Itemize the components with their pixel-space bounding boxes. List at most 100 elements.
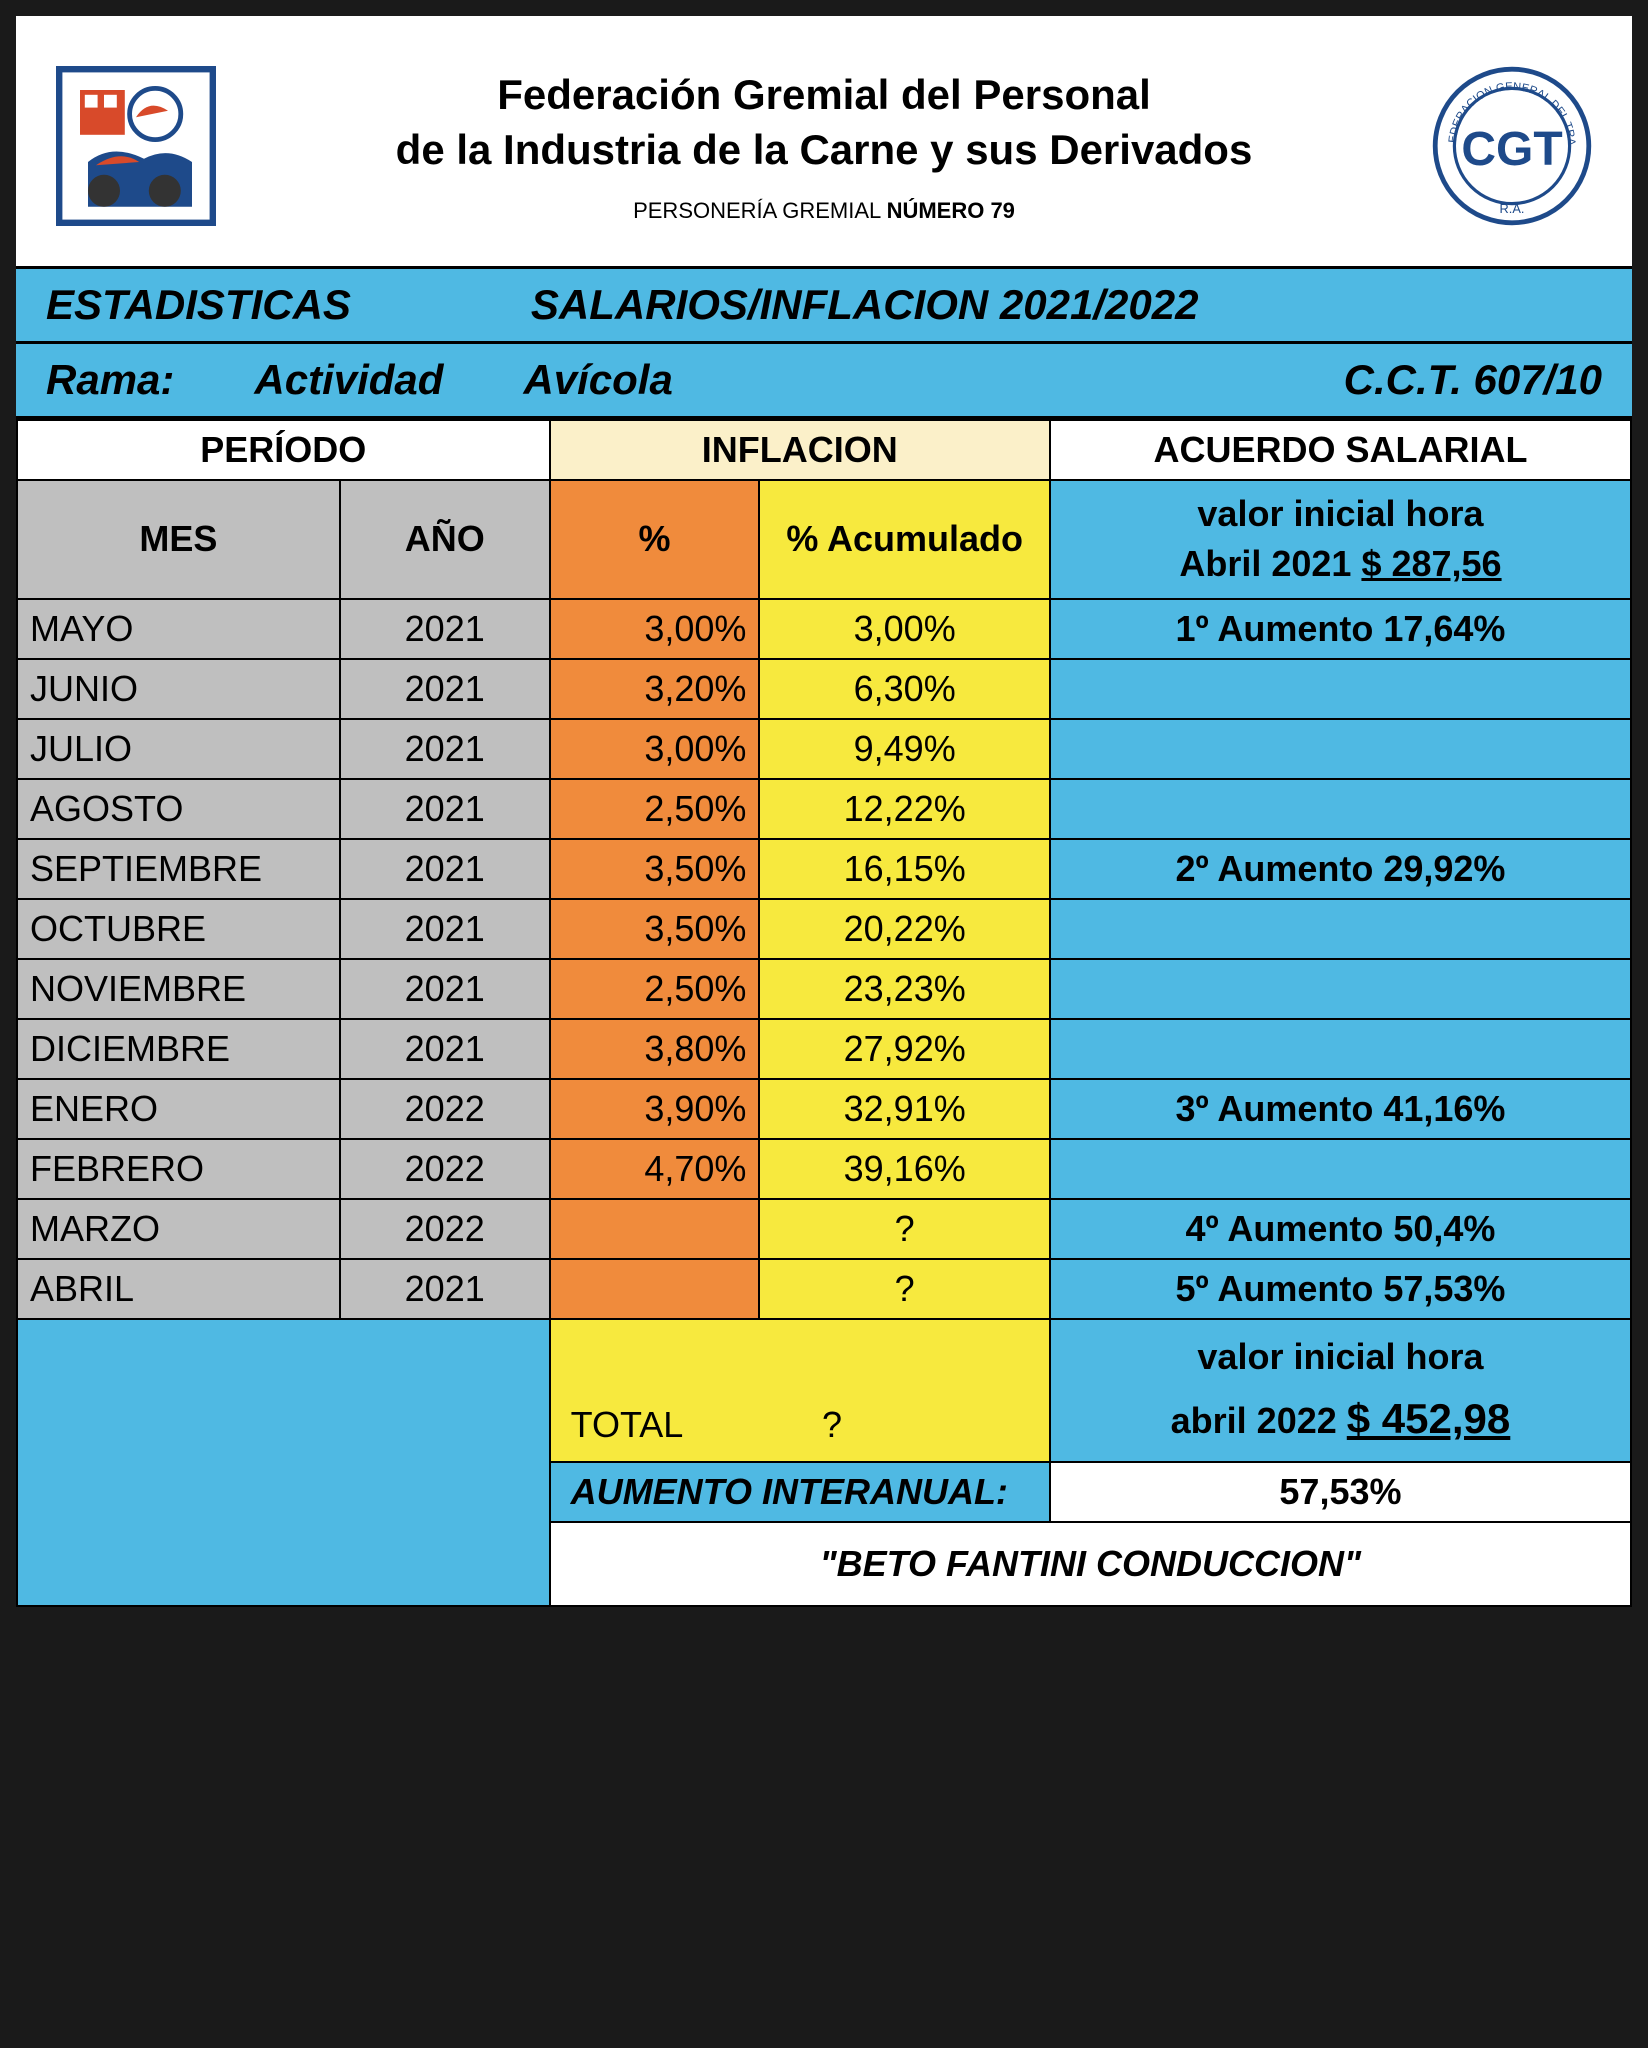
valor-final-line1: valor inicial hora: [1197, 1336, 1483, 1377]
org-title-line1: Federación Gremial del Personal: [497, 71, 1151, 118]
cell-acuerdo: 4º Aumento 50,4%: [1050, 1199, 1631, 1259]
cell-pct: 3,50%: [550, 899, 760, 959]
cell-pct: 4,70%: [550, 1139, 760, 1199]
valor-inicial-line1: valor inicial hora: [1197, 493, 1483, 534]
cell-pct: 2,50%: [550, 779, 760, 839]
total-value: ?: [822, 1404, 842, 1445]
cell-mes: MAYO: [17, 599, 340, 659]
table-row: FEBRERO20224,70%39,16%: [17, 1139, 1631, 1199]
table-row: JULIO20213,00%9,49%: [17, 719, 1631, 779]
table-row: ABRIL2021?5º Aumento 57,53%: [17, 1259, 1631, 1319]
cell-mes: JULIO: [17, 719, 340, 779]
cell-acuerdo: [1050, 1019, 1631, 1079]
cell-acuerdo: 2º Aumento 29,92%: [1050, 839, 1631, 899]
cell-acum: 39,16%: [759, 1139, 1050, 1199]
valor-final-cell: valor inicial hora abril 2022 $ 452,98: [1050, 1319, 1631, 1462]
footer-blank: [17, 1319, 550, 1606]
cell-mes: MARZO: [17, 1199, 340, 1259]
valor-final-money: $ 452,98: [1347, 1395, 1511, 1442]
col-subheader-ano: AÑO: [340, 480, 550, 599]
cell-ano: 2021: [340, 1019, 550, 1079]
title-bar-statistics: ESTADISTICAS SALARIOS/INFLACION 2021/202…: [16, 269, 1632, 344]
table-row: JUNIO20213,20%6,30%: [17, 659, 1631, 719]
col-header-acuerdo: ACUERDO SALARIAL: [1050, 420, 1631, 480]
col-subheader-mes: MES: [17, 480, 340, 599]
valor-inicial-top: valor inicial hora Abril 2021 $ 287,56: [1050, 480, 1631, 599]
interanual-value: 57,53%: [1050, 1462, 1631, 1522]
cell-pct: 3,50%: [550, 839, 760, 899]
col-subheader-pct: %: [550, 480, 760, 599]
cell-pct: 3,80%: [550, 1019, 760, 1079]
cell-acuerdo: [1050, 1139, 1631, 1199]
cell-mes: ENERO: [17, 1079, 340, 1139]
cell-pct: 3,20%: [550, 659, 760, 719]
org-title-line2: de la Industria de la Carne y sus Deriva…: [396, 126, 1253, 173]
cell-ano: 2021: [340, 779, 550, 839]
total-label: TOTAL: [571, 1404, 682, 1445]
cell-acum: 23,23%: [759, 959, 1050, 1019]
cell-acum: ?: [759, 1199, 1050, 1259]
document-page: Federación Gremial del Personal de la In…: [0, 0, 1648, 1623]
personeria-prefix: PERSONERÍA GREMIAL: [633, 198, 886, 223]
header: Federación Gremial del Personal de la In…: [16, 16, 1632, 269]
table-row: NOVIEMBRE20212,50%23,23%: [17, 959, 1631, 1019]
cell-pct: 2,50%: [550, 959, 760, 1019]
label-salarios-inflacion: SALARIOS/INFLACION 2021/2022: [531, 281, 1199, 329]
cell-acum: 12,22%: [759, 779, 1050, 839]
label-estadisticas: ESTADISTICAS: [46, 281, 351, 329]
cell-acuerdo: [1050, 659, 1631, 719]
table-row: MAYO20213,00%3,00%1º Aumento 17,64%: [17, 599, 1631, 659]
label-cct: C.C.T. 607/10: [1344, 356, 1602, 404]
header-row-2: MES AÑO % % Acumulado valor inicial hora…: [17, 480, 1631, 599]
cell-ano: 2021: [340, 1259, 550, 1319]
col-header-periodo: PERÍODO: [17, 420, 550, 480]
valor-inicial-line2-prefix: Abril 2021: [1179, 543, 1361, 584]
cell-acum: 16,15%: [759, 839, 1050, 899]
total-cell: TOTAL ?: [550, 1319, 1050, 1462]
cell-acuerdo: [1050, 779, 1631, 839]
personeria-number: NÚMERO 79: [887, 198, 1015, 223]
valor-inicial-money: $ 287,56: [1361, 543, 1501, 584]
cell-pct: [550, 1259, 760, 1319]
salary-inflation-table: PERÍODO INFLACION ACUERDO SALARIAL MES A…: [16, 419, 1632, 1607]
table-row: DICIEMBRE20213,80%27,92%: [17, 1019, 1631, 1079]
cell-mes: FEBRERO: [17, 1139, 340, 1199]
svg-text:CGT: CGT: [1461, 123, 1562, 176]
cell-acuerdo: [1050, 899, 1631, 959]
table-row: AGOSTO20212,50%12,22%: [17, 779, 1631, 839]
cell-acum: 20,22%: [759, 899, 1050, 959]
col-subheader-acum: % Acumulado: [759, 480, 1050, 599]
cell-ano: 2021: [340, 599, 550, 659]
label-avicola: Avícola: [523, 356, 672, 404]
cgt-logo-right: CGT CONFEDERACION GENERAL DEL TRABAJO R.…: [1422, 56, 1602, 236]
cell-ano: 2022: [340, 1199, 550, 1259]
rama-group: Rama: Actividad Avícola: [46, 356, 673, 404]
header-title-block: Federación Gremial del Personal de la In…: [226, 68, 1422, 223]
cell-pct: [550, 1199, 760, 1259]
cell-acum: 9,49%: [759, 719, 1050, 779]
cell-acuerdo: 1º Aumento 17,64%: [1050, 599, 1631, 659]
table-row: ENERO20223,90%32,91%3º Aumento 41,16%: [17, 1079, 1631, 1139]
label-actividad: Actividad: [254, 356, 443, 404]
cell-mes: SEPTIEMBRE: [17, 839, 340, 899]
slogan: "BETO FANTINI CONDUCCION": [550, 1522, 1631, 1606]
table-row: SEPTIEMBRE20213,50%16,15%2º Aumento 29,9…: [17, 839, 1631, 899]
svg-text:R.A.: R.A.: [1500, 201, 1525, 216]
cell-mes: AGOSTO: [17, 779, 340, 839]
org-title: Federación Gremial del Personal de la In…: [226, 68, 1422, 177]
cell-ano: 2022: [340, 1079, 550, 1139]
table-row: OCTUBRE20213,50%20,22%: [17, 899, 1631, 959]
personeria-line: PERSONERÍA GREMIAL NÚMERO 79: [226, 198, 1422, 224]
title-bar-rama: Rama: Actividad Avícola C.C.T. 607/10: [16, 344, 1632, 419]
cell-mes: NOVIEMBRE: [17, 959, 340, 1019]
cell-acum: ?: [759, 1259, 1050, 1319]
interanual-label: AUMENTO INTERANUAL:: [550, 1462, 1050, 1522]
col-header-inflacion: INFLACION: [550, 420, 1050, 480]
cell-acuerdo: [1050, 719, 1631, 779]
cell-ano: 2021: [340, 659, 550, 719]
header-row-1: PERÍODO INFLACION ACUERDO SALARIAL: [17, 420, 1631, 480]
cell-mes: JUNIO: [17, 659, 340, 719]
union-logo-left: [46, 56, 226, 236]
cell-ano: 2021: [340, 839, 550, 899]
cell-pct: 3,90%: [550, 1079, 760, 1139]
